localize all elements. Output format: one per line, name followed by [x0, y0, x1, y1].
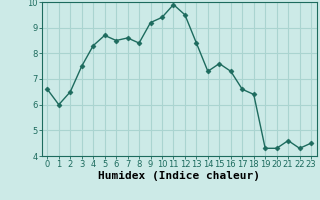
X-axis label: Humidex (Indice chaleur): Humidex (Indice chaleur)	[98, 171, 260, 181]
